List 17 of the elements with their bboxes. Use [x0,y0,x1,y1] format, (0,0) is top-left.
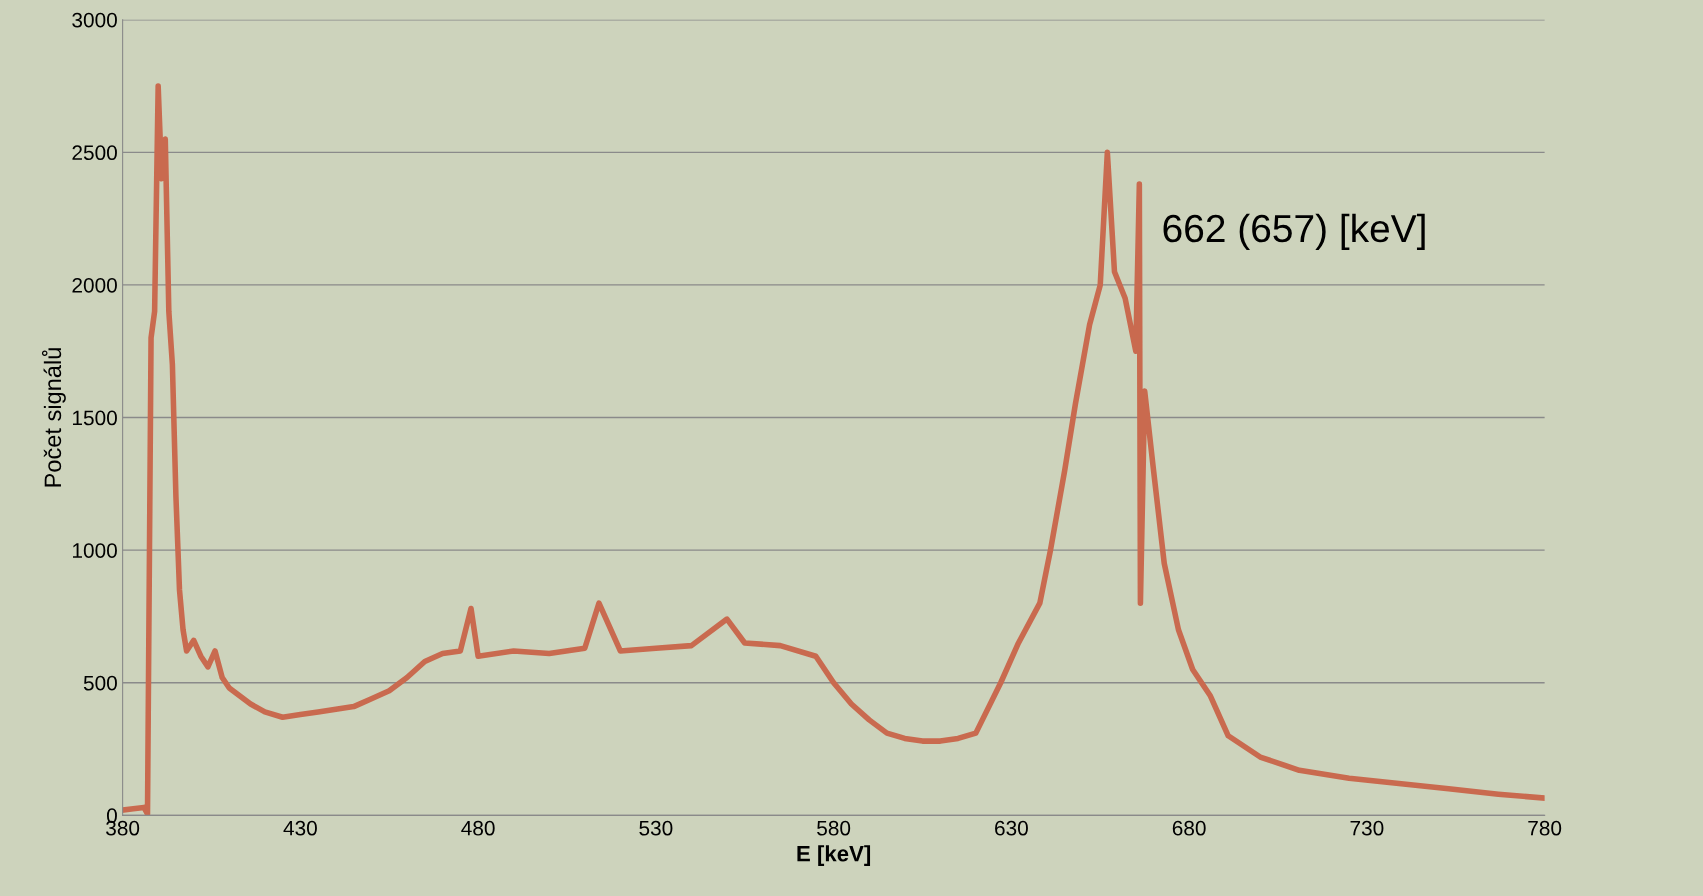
x-axis-title: E [keV] [797,845,871,866]
y-tick-label: 2500 [72,145,117,161]
x-tick-label: 530 [639,820,673,836]
y-tick-label: 1000 [73,543,117,558]
annotation: 662 (657) [keV] [1163,213,1425,251]
x-tick-label: 580 [817,820,851,836]
x-tick-label: 630 [995,820,1028,836]
y-tick-label: 1500 [73,410,117,426]
y-tick-label: 3000 [72,12,117,28]
x-tick-label: 480 [461,820,495,836]
x-tick-label: 430 [283,820,317,836]
y-axis-title: Počet signálů [41,348,66,487]
y-tick-label: 2000 [72,277,117,293]
x-tick-label: 680 [1172,820,1206,836]
y-tick-label: 500 [83,675,117,691]
x-tick-label: 730 [1350,820,1384,836]
x-tick-label: 780 [1528,820,1562,836]
